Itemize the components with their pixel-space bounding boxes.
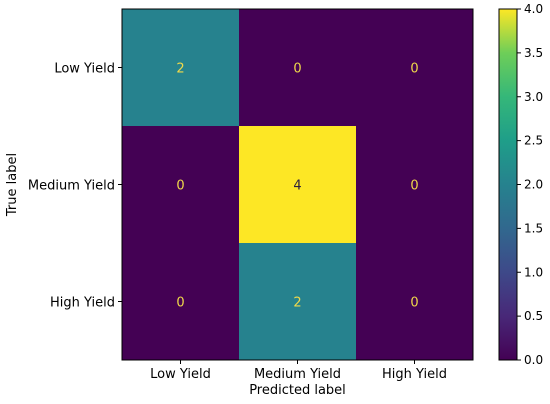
cell-value-label: 0 <box>410 296 418 311</box>
cell-value-label: 0 <box>410 62 418 77</box>
heatmap-cell <box>122 9 239 126</box>
x-tick-label: Low Yield <box>150 367 211 382</box>
colorbar-tick-label: 2.0 <box>524 178 543 192</box>
colorbar-tick-label: 0.0 <box>524 353 543 367</box>
colorbar-tick-label: 0.5 <box>524 309 543 323</box>
colorbar-tick-label: 1.5 <box>524 221 543 235</box>
y-tick-label: High Yield <box>50 296 115 311</box>
y-tick-label: Low Yield <box>54 62 115 77</box>
cell-value-label: 0 <box>176 179 184 194</box>
x-tick-label: High Yield <box>382 367 447 382</box>
cell-value-label: 0 <box>410 179 418 194</box>
x-axis-label: Predicted label <box>249 383 346 398</box>
y-tick-label: Medium Yield <box>28 179 115 194</box>
y-axis-label: True label <box>5 153 20 217</box>
cell-value-label: 4 <box>293 179 301 194</box>
colorbar-tick-label: 2.5 <box>524 134 543 148</box>
heatmap-cells <box>122 9 473 360</box>
colorbar-tick-label: 1.0 <box>524 265 543 279</box>
heatmap-cell <box>239 126 356 243</box>
colorbar-tick-label: 3.0 <box>524 90 543 104</box>
x-tick-label: Medium Yield <box>254 367 341 382</box>
heatmap-cell <box>122 126 239 243</box>
heatmap-cell <box>122 243 239 360</box>
cell-value-label: 0 <box>176 296 184 311</box>
x-axis-ticks: Low Yield Medium Yield High Yield <box>150 360 447 382</box>
cell-value-label: 0 <box>293 62 301 77</box>
colorbar-tick-label: 3.5 <box>524 46 543 60</box>
heatmap-cell <box>239 243 356 360</box>
colorbar-ticks: 0.0 0.5 1.0 1.5 2.0 2.5 3.0 3.5 4.0 <box>517 2 543 367</box>
cell-value-label: 2 <box>293 296 301 311</box>
heatmap-cell-labels: 2 0 0 0 4 0 0 2 0 <box>176 62 418 311</box>
heatmap-cell <box>356 126 473 243</box>
heatmap-cell <box>356 243 473 360</box>
heatmap-cell <box>239 9 356 126</box>
cell-value-label: 2 <box>176 62 184 77</box>
y-axis-ticks: Low Yield Medium Yield High Yield <box>28 62 122 311</box>
heatmap-cell <box>356 9 473 126</box>
colorbar <box>498 8 518 361</box>
colorbar-tick-label: 4.0 <box>524 2 543 16</box>
